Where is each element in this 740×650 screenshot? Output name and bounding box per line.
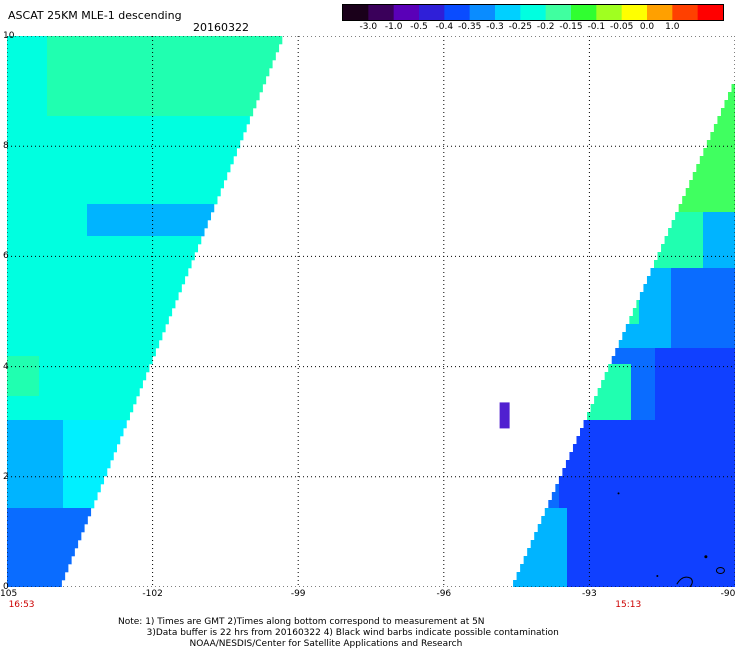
notes: Note: 1) Times are GMT 2)Times along bot… bbox=[118, 617, 559, 650]
colorbar-tick-label: -3.0 bbox=[359, 22, 378, 32]
colorbar-segment bbox=[647, 5, 673, 20]
island-outline bbox=[715, 566, 725, 574]
wind-map bbox=[7, 36, 735, 587]
colorbar-segment bbox=[419, 5, 445, 20]
island-outline bbox=[676, 576, 693, 587]
colorbar-segment bbox=[697, 5, 724, 20]
colorbar-tick-label: -1.0 bbox=[384, 22, 403, 32]
colorbar-tick-label: -0.15 bbox=[559, 22, 583, 32]
longitude-label: -93 bbox=[582, 589, 597, 599]
colorbar-segment bbox=[621, 5, 648, 20]
pass-time-label: 16:53 bbox=[8, 600, 35, 610]
colorbar-segment bbox=[596, 5, 623, 20]
colorbar-tick-label: -0.3 bbox=[486, 22, 504, 32]
colorbar-segment bbox=[520, 5, 547, 20]
latitude-label: 0 bbox=[3, 582, 9, 592]
colorbar-segment bbox=[672, 5, 699, 20]
colorbar-tick-label: -0.2 bbox=[536, 22, 555, 32]
colorbar-segment bbox=[495, 5, 521, 20]
colorbar-tick-label: 1.0 bbox=[665, 22, 680, 32]
map-date: 20160322 bbox=[193, 21, 249, 34]
note-line-1: Note: 1) Times are GMT 2)Times along bot… bbox=[118, 617, 485, 627]
colorbar-tick-label: 0.0 bbox=[639, 22, 655, 32]
latitude-label: 8 bbox=[3, 141, 9, 152]
coastline bbox=[617, 492, 725, 587]
latitude-label: 10 bbox=[3, 31, 15, 41]
colorbar-tick-label: -0.4 bbox=[435, 22, 454, 32]
island-outline bbox=[656, 574, 659, 577]
colorbar-tick-label: -0.1 bbox=[587, 22, 606, 32]
island-outline bbox=[704, 555, 708, 559]
latitude-label: 6 bbox=[3, 251, 9, 262]
longitude-label: -90 bbox=[720, 589, 736, 599]
note-line-2: 3)Data buffer is 22 hrs from 20160322 4)… bbox=[146, 628, 559, 638]
latitude-label: 2 bbox=[3, 471, 9, 482]
colorbar bbox=[342, 4, 724, 21]
longitude-label: -96 bbox=[436, 589, 452, 599]
colorbar-tick-label: -0.35 bbox=[458, 22, 482, 32]
longitude-label: -99 bbox=[290, 589, 306, 599]
colorbar-tick-label: -0.25 bbox=[508, 22, 532, 32]
map-title: ASCAT 25KM MLE-1 descending bbox=[8, 9, 182, 22]
wind-speed-field bbox=[7, 36, 735, 587]
colorbar-segment bbox=[545, 5, 572, 20]
note-line-3: NOAA/NESDIS/Center for Satellite Applica… bbox=[189, 639, 463, 649]
colorbar-segment bbox=[571, 5, 597, 20]
latitude-label: 4 bbox=[3, 361, 9, 372]
pass-time-label: 15:13 bbox=[615, 600, 642, 610]
longitude-label: -105 bbox=[0, 589, 18, 599]
island-outline bbox=[617, 492, 620, 495]
colorbar-segment bbox=[469, 5, 496, 20]
colorbar-tick-label: -0.5 bbox=[410, 22, 428, 32]
colorbar-segment bbox=[444, 5, 471, 20]
colorbar-segment bbox=[393, 5, 420, 20]
colorbar-segment bbox=[343, 5, 369, 20]
colorbar-tick-labels: -3.0 -1.0 -0.5 -0.4 -0.35 -0.3 -0.25 -0.2 -0.15-… bbox=[0, 22, 740, 38]
longitude-label: -102 bbox=[142, 589, 163, 599]
colorbar-segment bbox=[368, 5, 395, 20]
colorbar-tick-label: -0.05 bbox=[610, 22, 634, 32]
lat-lon-grid bbox=[7, 36, 735, 587]
